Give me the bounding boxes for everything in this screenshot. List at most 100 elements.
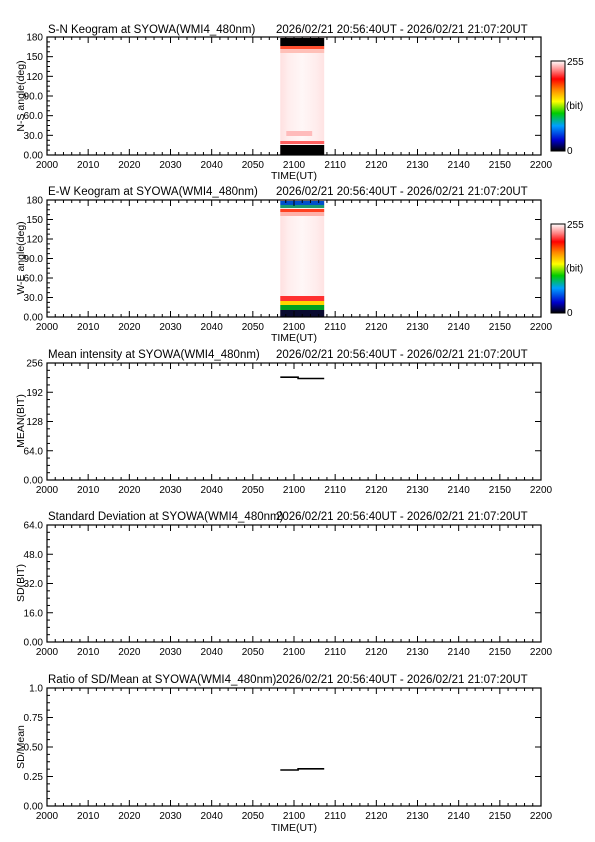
x-tick-label: 2130	[406, 160, 429, 171]
y-tick-label: 64.0	[24, 521, 44, 532]
x-tick-label: 2110	[324, 647, 346, 658]
y-tick-label: 90.0	[24, 92, 44, 103]
x-tick-label: 2030	[159, 322, 182, 333]
y-tick-label: 16.0	[24, 608, 44, 619]
keogram-band-bottom	[280, 310, 325, 317]
plot-frame	[46, 362, 542, 481]
panel-time-range: 2026/02/21 20:56:40UT - 2026/02/21 21:07…	[276, 186, 528, 198]
keogram-band-red-low	[280, 141, 325, 144]
y-tick-label: 150	[26, 52, 43, 63]
x-tick-label: 2100	[283, 485, 306, 496]
x-tick-label: 2120	[365, 322, 388, 333]
x-axis: 2000 2010 2020 2030 2040 2050 2100 2110 2120 2130…	[36, 525, 553, 658]
x-tick-label: 2150	[489, 160, 512, 171]
keogram-band-green	[280, 305, 325, 310]
y-tick-label: 150	[26, 215, 43, 226]
y-tick-label: 30.0	[24, 131, 44, 142]
x-axis: 2000 2010 2020 2030 2040 2050 2100 2110 2120 2130…	[36, 37, 553, 171]
series-line	[280, 376, 325, 380]
panel-5: 2000 2010 2020 2030 2040 2050 2100 2110 2120 2130…	[15, 674, 553, 834]
keogram-band-red	[280, 209, 325, 212]
x-tick-label: 2150	[489, 485, 512, 496]
x-tick-label: 2200	[530, 322, 553, 333]
x-tick-label: 2120	[365, 485, 388, 496]
plot-frame	[46, 687, 542, 807]
x-tick-label: 2020	[118, 647, 141, 658]
y-tick-label: 0.00	[24, 151, 44, 162]
panel-1: 2000 2010 2020 2030 2040 2050 2100 2110 2120 2130…	[15, 24, 584, 182]
x-tick-label: 2200	[530, 647, 553, 658]
x-tick-label: 2040	[201, 322, 224, 333]
panel-2: 2000 2010 2020 2030 2040 2050 2100 2110 2120 2130…	[15, 186, 584, 344]
x-tick-label: 2030	[159, 811, 182, 822]
panel-title: S-N Keogram at SYOWA(WMI4_480nm)	[48, 24, 255, 36]
plot-frame	[46, 524, 542, 643]
y-tick-label: 90.0	[24, 254, 44, 265]
y-tick-label: 256	[26, 359, 43, 370]
panel-time-range: 2026/02/21 20:56:40UT - 2026/02/21 21:07…	[276, 24, 528, 36]
x-tick-label: 2110	[324, 322, 346, 333]
y-tick-label: 192	[26, 388, 43, 399]
y-tick-label: 180	[26, 33, 43, 44]
x-tick-label: 2000	[36, 811, 59, 822]
y-axis-label: SD/Mean	[15, 725, 27, 769]
y-tick-label: 0.00	[24, 638, 44, 649]
x-tick-label: 2030	[159, 485, 182, 496]
colorbar-unit-label: (bit)	[566, 101, 583, 112]
y-tick-label: 180	[26, 196, 43, 207]
y-tick-label: 0.00	[24, 802, 44, 813]
x-tick-label: 2140	[448, 485, 471, 496]
x-axis-label: TIME(UT)	[271, 170, 317, 182]
y-tick-label: 0.00	[24, 476, 44, 487]
x-tick-label: 2140	[448, 647, 471, 658]
keogram-body	[280, 37, 325, 155]
x-tick-label: 2100	[283, 322, 306, 333]
x-tick-label: 2010	[77, 811, 100, 822]
x-tick-label: 2000	[36, 322, 59, 333]
keogram-band-top	[280, 38, 325, 46]
x-tick-label: 2000	[36, 485, 59, 496]
keogram-band-bottom	[280, 145, 325, 155]
y-axis-label: N-S angle(deg)	[15, 60, 27, 131]
x-tick-label: 2010	[77, 485, 100, 496]
y-tick-label: 0.50	[24, 743, 44, 754]
y-tick-label: 128	[26, 417, 43, 428]
x-tick-label: 2050	[242, 811, 265, 822]
x-axis-label: TIME(UT)	[271, 332, 317, 344]
x-tick-label: 2050	[242, 485, 265, 496]
colorbar: 255 (bit) 0	[550, 57, 584, 157]
x-tick-label: 2200	[530, 811, 553, 822]
x-tick-label: 2100	[283, 160, 306, 171]
colorbar-max-label: 255	[567, 220, 584, 231]
colorbar-scale	[550, 223, 566, 314]
panel-4: 2000 2010 2020 2030 2040 2050 2100 2110 2120 2130…	[15, 511, 553, 658]
series-line	[280, 767, 325, 771]
x-tick-label: 2100	[283, 811, 306, 822]
panel-time-range: 2026/02/21 20:56:40UT - 2026/02/21 21:07…	[276, 511, 528, 523]
y-tick-label: 32.0	[24, 579, 44, 590]
x-tick-label: 2150	[489, 322, 512, 333]
y-tick-label: 0.25	[24, 772, 44, 783]
panel-time-range: 2026/02/21 20:56:40UT - 2026/02/21 21:07…	[276, 674, 528, 686]
x-tick-label: 2110	[324, 160, 346, 171]
x-tick-label: 2130	[406, 322, 429, 333]
x-tick-label: 2040	[201, 160, 224, 171]
colorbar: 255 (bit) 0	[550, 220, 584, 319]
x-tick-label: 2040	[201, 811, 224, 822]
panel-title: Ratio of SD/Mean at SYOWA(WMI4_480nm)	[48, 674, 277, 686]
x-tick-label: 2030	[159, 160, 182, 171]
y-tick-label: 120	[26, 72, 43, 83]
colorbar-min-label: 0	[567, 146, 573, 157]
y-axis-label: MEAN(BIT)	[15, 394, 27, 448]
keogram-band-yellow	[280, 301, 325, 305]
x-tick-label: 2120	[365, 160, 388, 171]
x-tick-label: 2140	[448, 160, 471, 171]
x-tick-label: 2020	[118, 160, 141, 171]
x-tick-label: 2010	[77, 647, 100, 658]
y-tick-label: 60.0	[24, 111, 44, 122]
x-axis: 2000 2010 2020 2030 2040 2050 2100 2110 2120 2130…	[36, 363, 553, 496]
x-tick-label: 2200	[530, 160, 553, 171]
y-axis: 0.00 30.0 60.0 90.0 120 150 180	[24, 196, 541, 324]
x-tick-label: 2020	[118, 485, 141, 496]
